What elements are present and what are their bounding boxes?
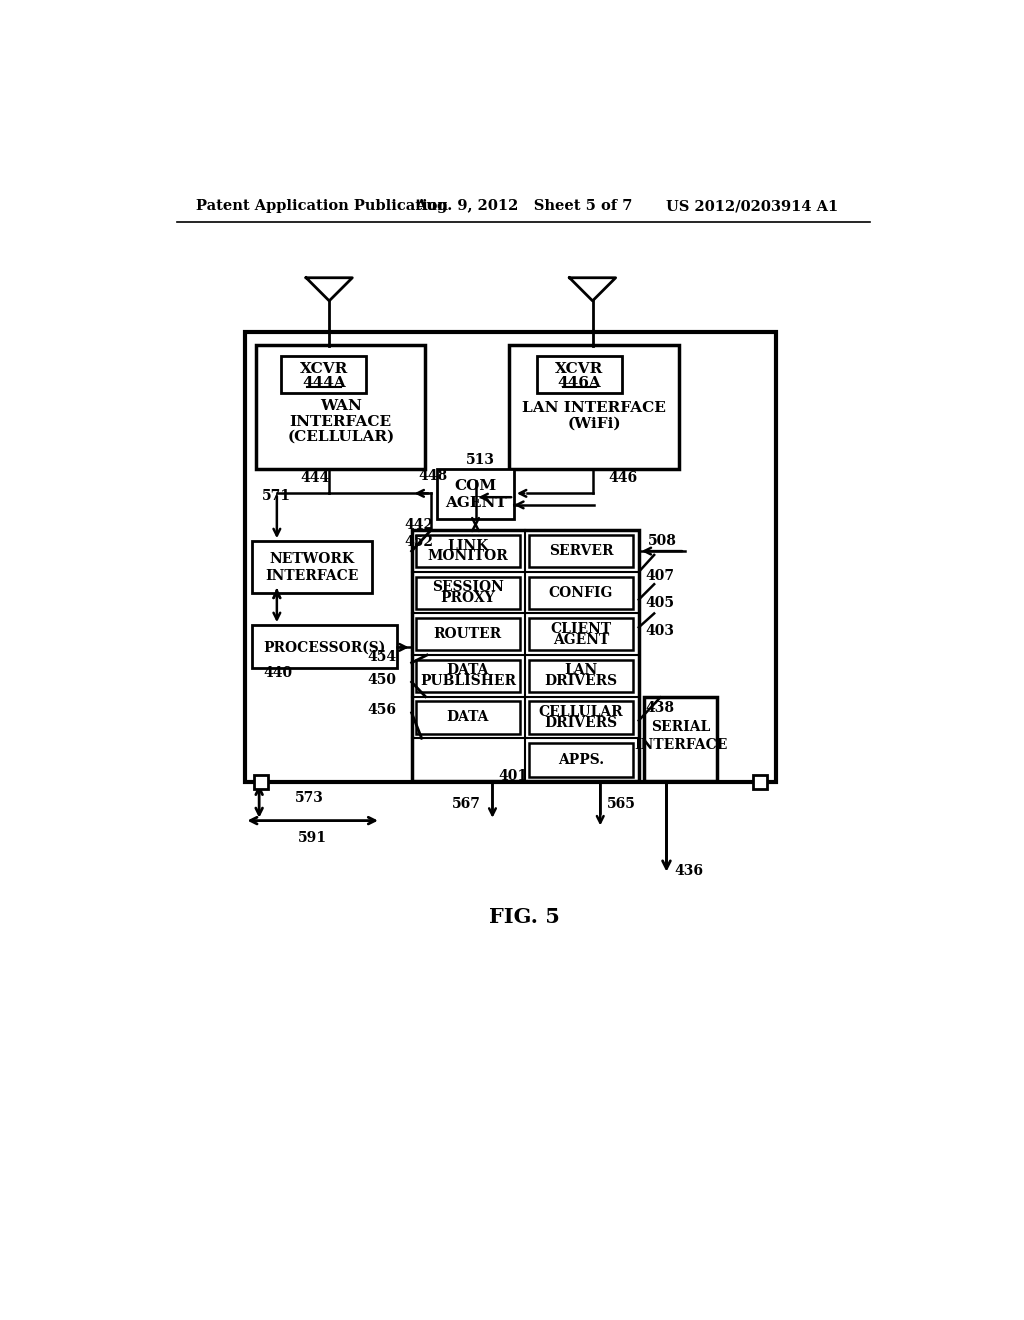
Bar — [529, 701, 634, 734]
Bar — [416, 535, 520, 568]
Text: COM: COM — [455, 479, 497, 494]
Text: 407: 407 — [645, 569, 674, 582]
Bar — [529, 618, 634, 651]
Text: INTERFACE: INTERFACE — [634, 738, 727, 752]
Bar — [753, 775, 767, 789]
Text: FIG. 5: FIG. 5 — [489, 907, 560, 927]
Bar — [416, 577, 520, 609]
Text: 405: 405 — [645, 597, 674, 610]
Text: 513: 513 — [466, 453, 496, 467]
Text: WAN: WAN — [319, 400, 361, 413]
Bar — [538, 356, 622, 393]
Text: 573: 573 — [295, 791, 324, 804]
Bar — [282, 356, 367, 393]
Text: LINK: LINK — [447, 539, 488, 553]
Text: SERIAL: SERIAL — [651, 719, 711, 734]
Text: DATA: DATA — [446, 710, 489, 725]
Bar — [245, 331, 776, 781]
Text: CLIENT: CLIENT — [551, 622, 611, 636]
Text: MONITOR: MONITOR — [427, 549, 508, 564]
Text: DRIVERS: DRIVERS — [545, 675, 617, 688]
Text: 436: 436 — [674, 863, 703, 878]
Text: APPS.: APPS. — [558, 752, 604, 767]
Bar — [416, 618, 520, 651]
Text: 442: 442 — [404, 517, 434, 532]
Text: 567: 567 — [452, 797, 481, 810]
Text: 403: 403 — [645, 624, 674, 638]
Text: XCVR: XCVR — [300, 363, 348, 376]
Bar — [252, 541, 372, 594]
Text: DRIVERS: DRIVERS — [545, 715, 617, 730]
Bar — [412, 531, 639, 781]
Text: DATA: DATA — [446, 664, 489, 677]
Text: 450: 450 — [368, 673, 396, 686]
Bar — [437, 469, 514, 519]
Text: 571: 571 — [261, 488, 291, 503]
Text: Aug. 9, 2012   Sheet 5 of 7: Aug. 9, 2012 Sheet 5 of 7 — [416, 199, 633, 213]
Text: ROUTER: ROUTER — [434, 627, 502, 642]
Text: 448: 448 — [419, 470, 447, 483]
Text: 456: 456 — [368, 704, 396, 718]
Bar — [252, 626, 397, 668]
Text: CELLULAR: CELLULAR — [539, 705, 624, 719]
Text: Patent Application Publication: Patent Application Publication — [196, 199, 449, 213]
Text: AGENT: AGENT — [444, 495, 506, 510]
Bar — [529, 660, 634, 692]
Text: 454: 454 — [367, 651, 396, 664]
Text: 446: 446 — [608, 471, 637, 484]
Text: (CELLULAR): (CELLULAR) — [287, 430, 394, 444]
Bar — [254, 775, 267, 789]
Text: LAN: LAN — [564, 664, 598, 677]
Bar — [256, 345, 425, 470]
Bar — [529, 535, 634, 568]
Text: 452: 452 — [404, 535, 434, 549]
Bar — [529, 743, 634, 776]
Text: SESSION: SESSION — [432, 581, 504, 594]
Text: 401: 401 — [499, 770, 527, 783]
Text: 438: 438 — [645, 701, 674, 715]
Bar — [416, 660, 520, 692]
Bar — [416, 701, 520, 734]
Text: PUBLISHER: PUBLISHER — [420, 675, 516, 688]
Text: 446A: 446A — [558, 376, 601, 391]
Text: LAN INTERFACE: LAN INTERFACE — [522, 401, 666, 414]
Text: 444: 444 — [300, 471, 329, 484]
Text: 591: 591 — [298, 830, 327, 845]
Text: INTERFACE: INTERFACE — [265, 569, 358, 582]
Text: XCVR: XCVR — [555, 363, 603, 376]
Text: PROXY: PROXY — [440, 591, 496, 605]
Text: 444A: 444A — [302, 376, 346, 391]
Text: NETWORK: NETWORK — [269, 552, 354, 566]
Bar — [509, 345, 679, 470]
Text: 508: 508 — [648, 535, 677, 548]
Text: 565: 565 — [606, 797, 635, 810]
Bar — [644, 697, 717, 780]
Text: INTERFACE: INTERFACE — [290, 414, 392, 429]
Text: US 2012/0203914 A1: US 2012/0203914 A1 — [666, 199, 838, 213]
Text: (WiFi): (WiFi) — [567, 417, 621, 432]
Text: SERVER: SERVER — [549, 544, 613, 558]
Text: 440: 440 — [263, 665, 292, 680]
Text: CONFIG: CONFIG — [549, 586, 613, 599]
Text: PROCESSOR(S): PROCESSOR(S) — [263, 642, 386, 655]
Bar — [529, 577, 634, 609]
Text: AGENT: AGENT — [553, 632, 609, 647]
